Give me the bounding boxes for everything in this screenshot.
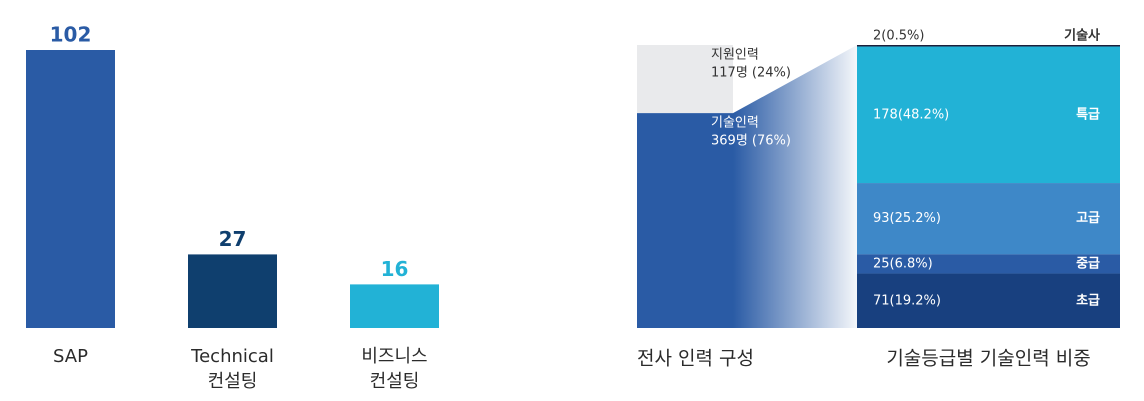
value-label: 27: [219, 227, 247, 251]
segment: [857, 273, 1120, 328]
bar: [188, 254, 277, 328]
category-label: 비즈니스 컨설팅: [361, 346, 428, 392]
chart-title: 기술등급별 기술인력 비중: [886, 348, 1090, 370]
value-label: 102: [50, 23, 92, 47]
bar: [350, 284, 439, 328]
segment-label: 178(48.2%): [873, 107, 949, 122]
segment-label: 369명 (76%): [711, 134, 791, 149]
segment: [857, 254, 1120, 274]
funnel: [733, 45, 857, 328]
category-label: SAP: [53, 346, 88, 367]
chart-title: 전사 인력 구성: [637, 348, 754, 370]
segment-name: 기술인력: [711, 116, 759, 131]
segment-name: 초급: [1076, 293, 1100, 308]
segment-label: 71(19.2%): [873, 293, 941, 308]
segment-name: 중급: [1076, 256, 1100, 271]
segment: [637, 113, 733, 328]
segment-label: 2(0.5%): [873, 29, 924, 44]
segment-label: 117명 (24%): [711, 66, 791, 81]
segment-name: 기술사: [1064, 28, 1100, 44]
value-label: 16: [381, 257, 409, 281]
category-label: Technical 컨설팅: [191, 346, 274, 392]
segment: [637, 45, 733, 114]
bar: [26, 50, 115, 328]
segment-label: 25(6.8%): [873, 256, 933, 271]
segment-name: 고급: [1076, 211, 1100, 226]
segment-name: 지원인력: [711, 48, 759, 63]
segment: [857, 45, 1120, 47]
segment: [857, 46, 1120, 184]
segment-name: 특급: [1076, 107, 1100, 122]
segment-label: 93(25.2%): [873, 211, 941, 226]
segment: [857, 183, 1120, 255]
